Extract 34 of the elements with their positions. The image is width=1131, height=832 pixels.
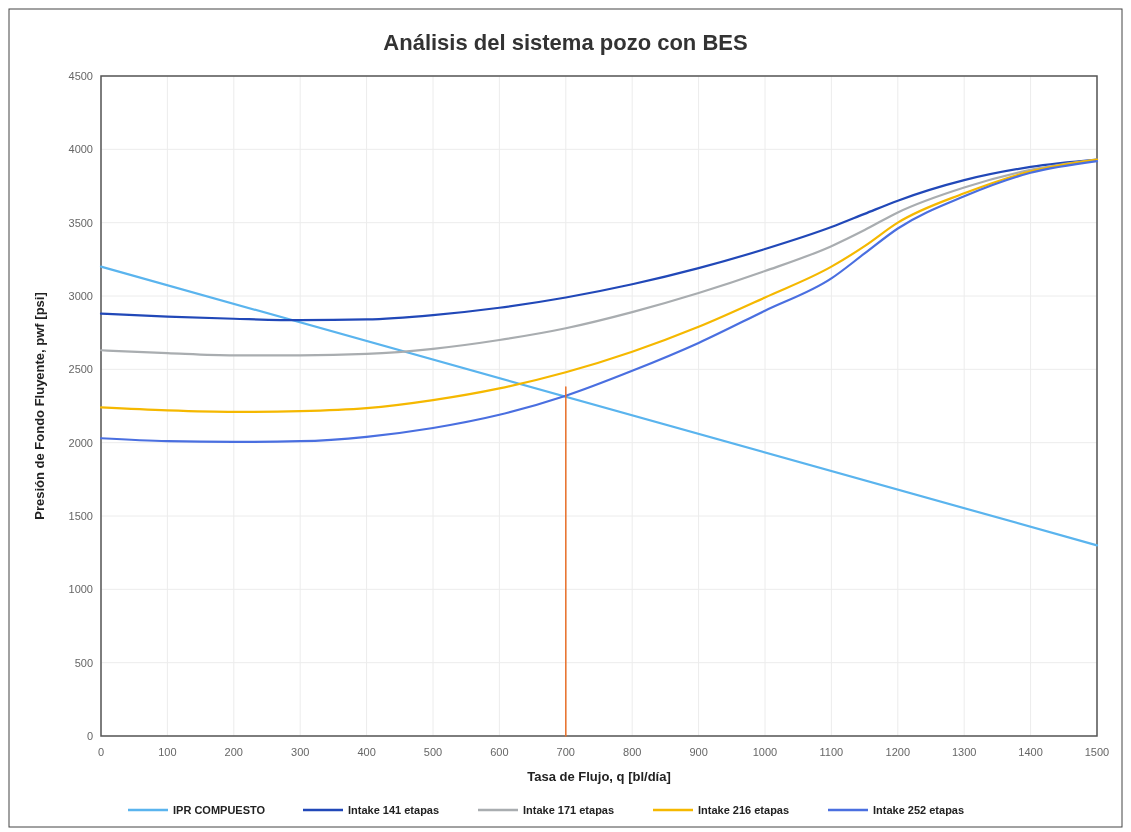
x-tick-label: 100	[158, 746, 177, 758]
y-axis-title: Presión de Fondo Fluyente, pwf [psi]	[32, 292, 47, 520]
y-tick-label: 2500	[68, 363, 93, 376]
x-tick-label: 500	[423, 746, 443, 758]
x-tick-label: 200	[224, 746, 243, 758]
x-tick-label: 0	[97, 746, 105, 758]
y-tick-label: 1500	[68, 510, 93, 522]
x-tick-label: 600	[490, 746, 509, 758]
y-tick-label: 4000	[68, 143, 93, 156]
x-tick-label: 1300	[951, 746, 977, 758]
y-tick-label: 500	[74, 656, 93, 669]
x-tick-label: 300	[291, 746, 310, 758]
x-tick-label: 700	[556, 746, 575, 758]
y-tick-label: 1000	[68, 583, 93, 596]
x-axis-title: Tasa de Flujo, q [bl/día]	[527, 769, 671, 784]
x-tick-label: 400	[357, 746, 376, 758]
legend-label: Intake 216 etapas	[698, 804, 790, 816]
legend-label: Intake 252 etapas	[873, 804, 965, 816]
x-tick-label: 1100	[819, 746, 844, 758]
x-tick-label: 1200	[885, 746, 911, 758]
x-tick-label: 900	[689, 746, 708, 758]
legend-label: Intake 171 etapas	[523, 804, 615, 816]
y-tick-label: 3000	[68, 290, 93, 302]
y-tick-label: 0	[86, 730, 93, 742]
x-tick-label: 800	[623, 746, 642, 758]
x-tick-label: 1500	[1084, 746, 1110, 758]
legend-label: Intake 141 etapas	[348, 804, 440, 816]
y-tick-label: 3500	[68, 216, 93, 229]
legend-label: IPR COMPUESTO	[173, 804, 266, 816]
x-tick-label: 1000	[752, 746, 778, 758]
y-tick-label: 2000	[68, 436, 93, 449]
x-tick-label: 1400	[1018, 746, 1043, 758]
y-tick-label: 4500	[68, 70, 93, 82]
chart-title: Análisis del sistema pozo con BES	[383, 30, 748, 55]
